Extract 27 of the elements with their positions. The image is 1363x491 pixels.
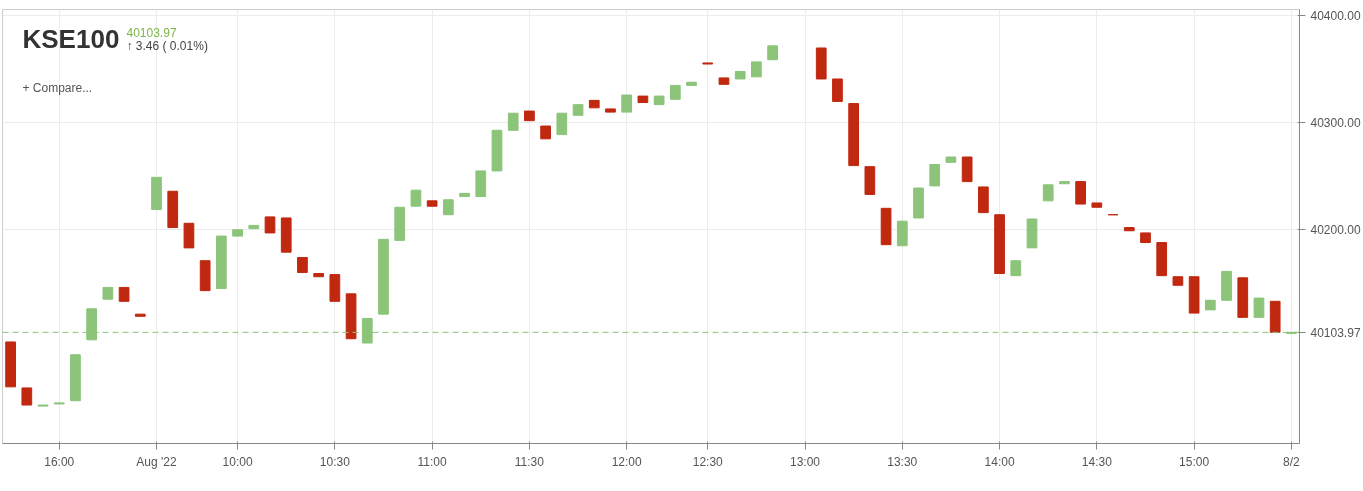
x-tick-label: 12:00 [611,454,643,469]
annotation: + Compare... [22,80,93,95]
candlestick [1253,297,1265,318]
candlestick [929,164,941,187]
annotation: ↑ 3.46 ( 0.01%) [126,38,208,53]
text: KSE100 [22,23,120,54]
y-tick-label: 40200.00 [1310,223,1361,238]
candlestick [556,112,568,136]
x-tick-label: 14:30 [1081,454,1113,469]
ref-line-label: 40103.97 [1310,325,1361,340]
x-tick-label: 12:30 [692,454,724,469]
x-tick-label: 13:30 [887,454,918,469]
x-tick-label: 15:00 [1179,454,1210,469]
candlestick [832,78,843,102]
x-tick-label: 10:00 [222,454,253,469]
x-tick-label: 11:00 [417,454,448,469]
y-tick-label: 40300.00 [1310,116,1361,131]
x-tick-label: 16:00 [44,454,75,469]
x-tick-label: Aug '22 [136,454,178,469]
x-tick-label: 8/2 [1283,454,1301,469]
x-tick-label: 10:30 [319,454,351,469]
text: 40103.97 [126,25,177,40]
candlestick [1075,181,1086,205]
y-tick-label: 40400.00 [1310,9,1361,24]
x-tick-label: 13:00 [790,454,821,469]
x-tick-label: 11:30 [514,454,545,469]
x-tick-label: 14:00 [984,454,1015,469]
